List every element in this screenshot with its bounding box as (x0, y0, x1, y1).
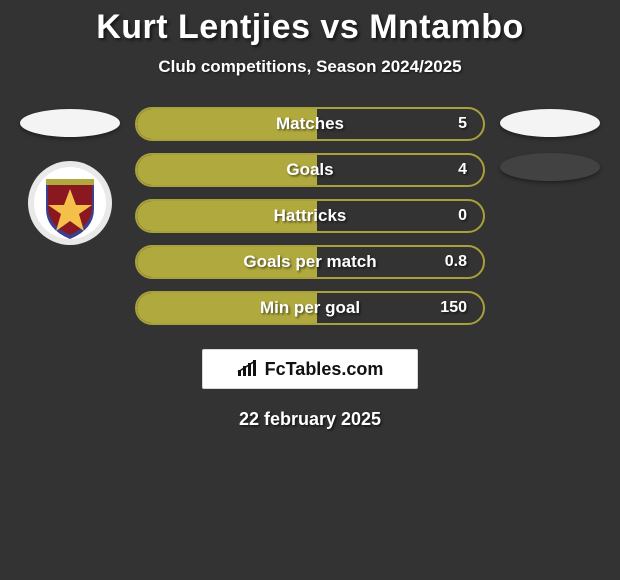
footer-date: 22 february 2025 (0, 409, 620, 430)
page-title: Kurt Lentjies vs Mntambo (0, 8, 620, 47)
stat-value: 0.8 (445, 253, 467, 271)
page-container: Kurt Lentjies vs Mntambo Club competitio… (0, 0, 620, 430)
page-subtitle: Club competitions, Season 2024/2025 (0, 57, 620, 77)
stat-label: Matches (276, 114, 344, 134)
right-side-column (495, 107, 605, 181)
stat-bar-goals: Goals 4 (135, 153, 485, 187)
brand-text: FcTables.com (265, 359, 384, 380)
stat-value: 150 (440, 299, 467, 317)
stat-bar-matches: Matches 5 (135, 107, 485, 141)
stat-value: 5 (458, 115, 467, 133)
content-row: Matches 5 Goals 4 Hattricks 0 Goals per … (0, 107, 620, 325)
player-left-silhouette (20, 109, 120, 137)
bar-chart-icon (237, 360, 259, 378)
shield-icon (26, 159, 114, 247)
stat-label: Goals per match (243, 252, 376, 272)
stats-column: Matches 5 Goals 4 Hattricks 0 Goals per … (135, 107, 485, 325)
club-placeholder-right (500, 153, 600, 181)
left-side-column (15, 107, 125, 247)
brand-link[interactable]: FcTables.com (202, 349, 418, 389)
player-right-silhouette (500, 109, 600, 137)
club-crest-left (26, 159, 114, 247)
stat-value: 0 (458, 207, 467, 225)
stat-label: Goals (286, 160, 333, 180)
stat-bar-min-per-goal: Min per goal 150 (135, 291, 485, 325)
stat-value: 4 (458, 161, 467, 179)
stat-label: Min per goal (260, 298, 360, 318)
stat-label: Hattricks (274, 206, 347, 226)
stat-bar-hattricks: Hattricks 0 (135, 199, 485, 233)
stat-bar-goals-per-match: Goals per match 0.8 (135, 245, 485, 279)
